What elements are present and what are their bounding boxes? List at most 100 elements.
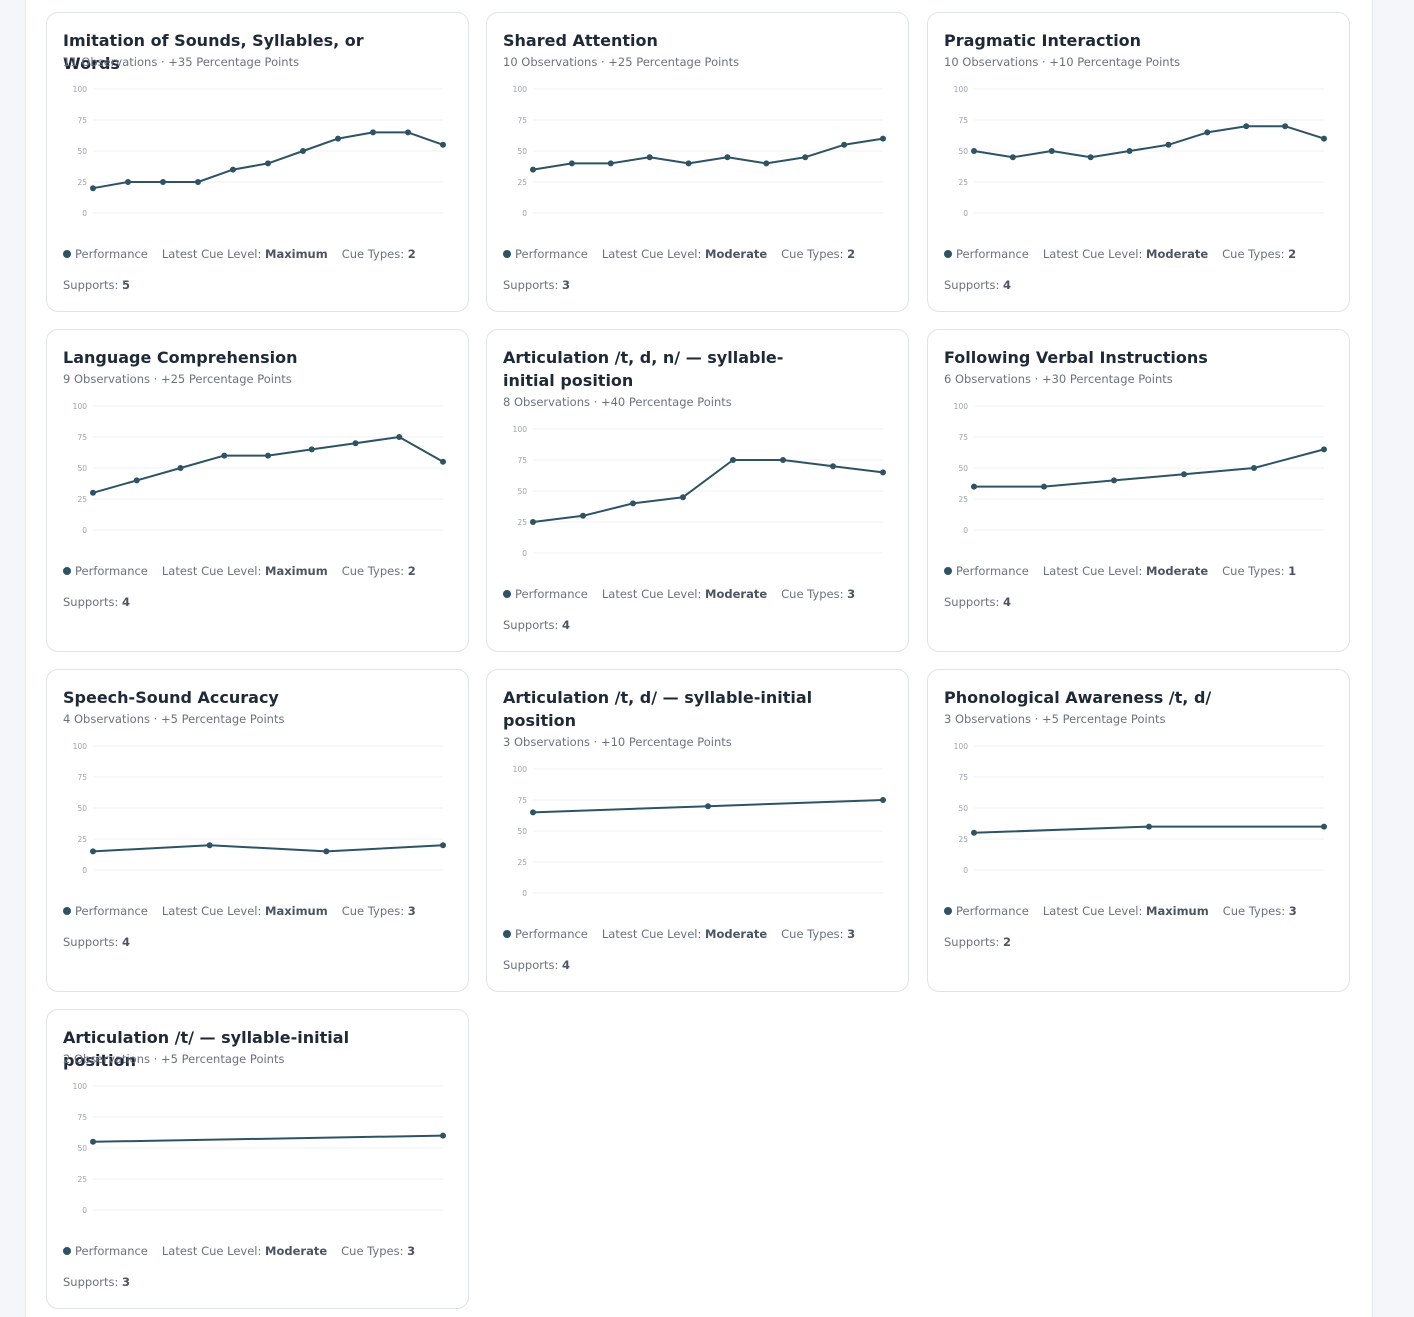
- legend-label: Performance: [75, 1244, 148, 1258]
- goal-card[interactable]: Articulation /t, d, n/ — syllable-initia…: [486, 329, 909, 652]
- data-point[interactable]: [265, 160, 271, 167]
- data-point[interactable]: [880, 135, 886, 142]
- legend-label: Performance: [75, 247, 148, 261]
- supports-label: Supports:: [944, 935, 1000, 949]
- data-point[interactable]: [730, 457, 736, 463]
- data-point[interactable]: [221, 452, 228, 459]
- cue-types-label: Cue Types:: [341, 247, 405, 261]
- data-point[interactable]: [971, 483, 977, 490]
- data-point[interactable]: [763, 160, 770, 167]
- cue-level-value: Maximum: [265, 564, 328, 578]
- cue-types-label: Cue Types:: [781, 587, 844, 601]
- cue-types: Cue Types: 2: [342, 247, 416, 261]
- data-point[interactable]: [568, 160, 575, 167]
- data-point[interactable]: [352, 440, 359, 447]
- data-point[interactable]: [880, 469, 886, 476]
- data-point[interactable]: [265, 452, 271, 459]
- data-point[interactable]: [1146, 823, 1152, 830]
- data-point[interactable]: [971, 148, 977, 154]
- data-point[interactable]: [1321, 135, 1327, 142]
- data-point[interactable]: [323, 848, 330, 855]
- data-point[interactable]: [1321, 823, 1327, 830]
- data-point[interactable]: [206, 842, 213, 849]
- data-point[interactable]: [440, 458, 446, 465]
- data-point[interactable]: [90, 489, 96, 496]
- data-point[interactable]: [440, 141, 446, 148]
- data-point[interactable]: [1181, 471, 1187, 478]
- data-point[interactable]: [90, 1138, 96, 1145]
- data-point[interactable]: [841, 141, 848, 148]
- data-point[interactable]: [1009, 154, 1016, 161]
- data-point[interactable]: [971, 829, 977, 836]
- data-point[interactable]: [685, 160, 692, 167]
- data-point[interactable]: [530, 166, 536, 173]
- card-meta: Performance Latest Cue Level: Maximum Cue …: [63, 564, 430, 578]
- data-point[interactable]: [1126, 148, 1133, 154]
- goal-card[interactable]: Language Comprehension 9 Observations · +…: [46, 329, 469, 652]
- cue-level-value: Maximum: [265, 904, 328, 918]
- data-point[interactable]: [830, 463, 836, 470]
- card-title: Pragmatic Interaction: [944, 31, 1142, 50]
- data-point[interactable]: [1251, 465, 1257, 471]
- data-point[interactable]: [177, 465, 184, 471]
- data-point[interactable]: [160, 179, 166, 185]
- data-point[interactable]: [1041, 483, 1047, 490]
- data-point[interactable]: [607, 160, 614, 167]
- data-point[interactable]: [370, 129, 376, 136]
- data-point[interactable]: [630, 500, 636, 507]
- data-point[interactable]: [530, 809, 536, 816]
- data-point[interactable]: [195, 179, 201, 185]
- data-point[interactable]: [133, 477, 140, 484]
- supports-value: 4: [561, 618, 570, 632]
- data-point[interactable]: [680, 494, 686, 501]
- y-tick-label: 50: [77, 147, 87, 156]
- data-point[interactable]: [300, 148, 306, 154]
- data-point[interactable]: [580, 512, 586, 519]
- data-point[interactable]: [1165, 141, 1172, 148]
- data-point[interactable]: [780, 457, 786, 463]
- goal-card[interactable]: Articulation /t, d/ — syllable-initial p…: [486, 669, 909, 992]
- legend-dot-icon: [944, 567, 952, 575]
- data-point[interactable]: [396, 434, 403, 440]
- cue-types-label: Cue Types:: [1222, 564, 1285, 578]
- y-tick-label: 75: [77, 1113, 87, 1122]
- data-point[interactable]: [90, 185, 96, 192]
- data-point[interactable]: [1282, 123, 1289, 130]
- goal-card[interactable]: Articulation /t/ — syllable-initial posi…: [46, 1009, 469, 1309]
- data-point[interactable]: [90, 848, 96, 855]
- data-point[interactable]: [440, 1132, 446, 1139]
- data-point[interactable]: [802, 154, 809, 161]
- data-point[interactable]: [1243, 123, 1250, 130]
- goal-card[interactable]: Pragmatic Interaction 10 Observations · +…: [927, 12, 1350, 312]
- goal-card[interactable]: Phonological Awareness /t, d/3 Observati…: [927, 669, 1350, 992]
- legend-performance: Performance: [63, 904, 148, 918]
- data-point[interactable]: [646, 154, 653, 161]
- data-point[interactable]: [1111, 477, 1117, 484]
- data-point[interactable]: [880, 797, 886, 803]
- data-point[interactable]: [335, 135, 341, 142]
- data-point[interactable]: [1087, 154, 1094, 161]
- y-tick-label: 25: [77, 178, 87, 187]
- goal-card[interactable]: Speech-Sound Accuracy 4 Observations · +5…: [46, 669, 469, 992]
- legend-label: Performance: [515, 247, 588, 261]
- legend-dot-icon: [503, 930, 511, 938]
- goal-card[interactable]: Following Verbal Instructions 6 Observati…: [927, 329, 1350, 652]
- data-point[interactable]: [440, 842, 446, 849]
- goal-card[interactable]: Imitation of Sounds, Syllables, or Words…: [46, 12, 469, 312]
- data-point[interactable]: [230, 166, 236, 173]
- card-meta: Performance Latest Cue Level: Moderate Cue…: [503, 587, 869, 601]
- data-point[interactable]: [705, 803, 711, 810]
- data-point[interactable]: [1048, 148, 1055, 154]
- performance-line-chart: 0 25 50 75 100: [513, 765, 886, 898]
- data-point[interactable]: [530, 519, 536, 525]
- supports-label: Supports:: [503, 278, 559, 292]
- goal-card[interactable]: Shared Attention 10 Observations · +25 Pe…: [486, 12, 909, 312]
- y-tick-label: 100: [73, 1082, 88, 1091]
- data-point[interactable]: [405, 129, 411, 136]
- data-point[interactable]: [724, 154, 731, 161]
- data-point[interactable]: [1204, 129, 1211, 136]
- data-point[interactable]: [125, 179, 131, 185]
- data-point[interactable]: [308, 446, 315, 453]
- data-point[interactable]: [1321, 446, 1327, 453]
- y-tick-label: 0: [963, 526, 968, 535]
